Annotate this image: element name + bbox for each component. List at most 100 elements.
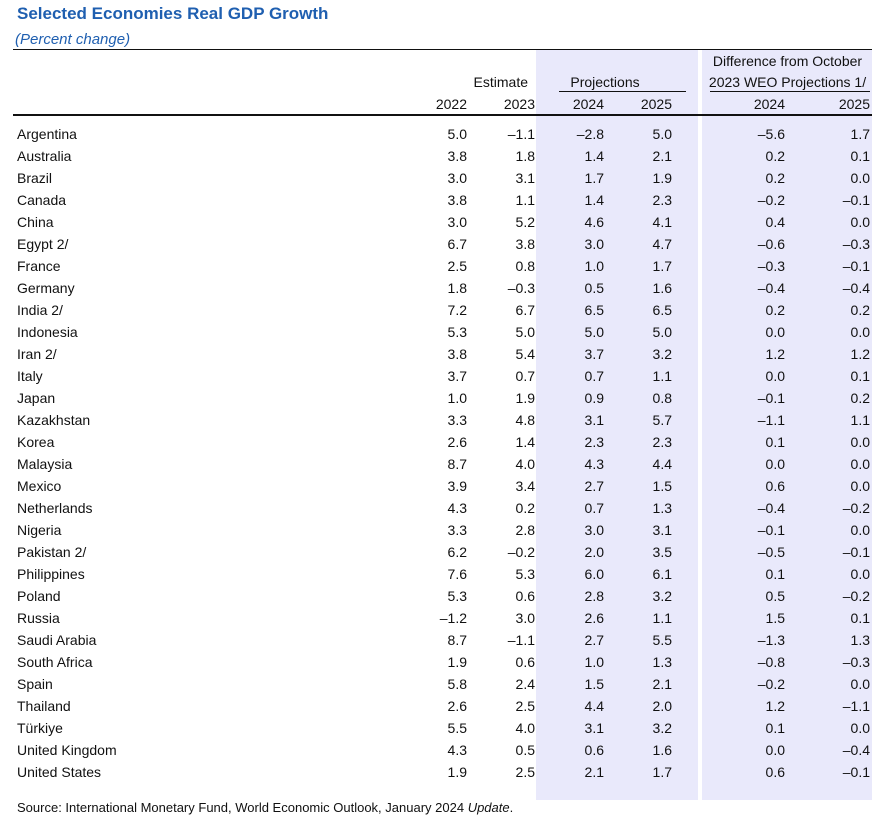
table-cell: 1.5 <box>584 676 604 692</box>
table-cell: –0.4 <box>757 280 785 296</box>
country-name: Nigeria <box>17 522 62 538</box>
table-cell: 2.6 <box>447 434 467 450</box>
table-cell: 3.9 <box>447 478 467 494</box>
table-cell: –0.6 <box>757 236 785 252</box>
table-cell: 0.0 <box>765 324 785 340</box>
country-name: Netherlands <box>17 500 93 516</box>
table-cell: 0.0 <box>765 742 785 758</box>
table-cell: 1.3 <box>652 654 672 670</box>
table-cell: 4.1 <box>652 214 672 230</box>
table-cell: 6.7 <box>515 302 535 318</box>
table-cell: 3.8 <box>515 236 535 252</box>
country-name: Iran 2/ <box>17 346 57 362</box>
country-name: Indonesia <box>17 324 78 340</box>
table-cell: 3.5 <box>652 544 672 560</box>
table-cell: 1.0 <box>584 258 604 274</box>
table-cell: 1.6 <box>652 280 672 296</box>
table-cell: 3.0 <box>515 610 535 626</box>
table-cell: –1.2 <box>439 610 467 626</box>
projections-band <box>536 50 698 800</box>
table-cell: 1.3 <box>850 632 870 648</box>
table-cell: 5.0 <box>652 126 672 142</box>
difference-underline <box>710 91 870 92</box>
table-cell: 6.7 <box>447 236 467 252</box>
diff-year-header-2024: 2024 <box>753 96 785 112</box>
country-name: Germany <box>17 280 75 296</box>
table-cell: 2.5 <box>447 258 467 274</box>
table-cell: 0.6 <box>765 764 785 780</box>
table-cell: 0.0 <box>765 456 785 472</box>
country-name: Mexico <box>17 478 62 494</box>
table-cell: 7.2 <box>447 302 467 318</box>
table-cell: 2.5 <box>515 764 535 780</box>
table-cell: 0.0 <box>850 214 870 230</box>
country-name: Canada <box>17 192 67 208</box>
table-cell: –0.4 <box>842 742 870 758</box>
year-header-2025: 2025 <box>640 96 672 112</box>
table-cell: 1.0 <box>447 390 467 406</box>
table-cell: 0.0 <box>850 522 870 538</box>
table-cell: 2.8 <box>515 522 535 538</box>
table-cell: 8.7 <box>447 456 467 472</box>
table-cell: 2.1 <box>584 764 604 780</box>
table-cell: 3.1 <box>515 170 535 186</box>
table-cell: 0.6 <box>515 654 535 670</box>
table-cell: 1.3 <box>652 500 672 516</box>
table-cell: –0.2 <box>757 192 785 208</box>
table-cell: 1.2 <box>765 698 785 714</box>
table-cell: 4.4 <box>584 698 604 714</box>
table-cell: 5.5 <box>652 632 672 648</box>
table-cell: 0.0 <box>850 456 870 472</box>
table-cell: 6.1 <box>652 566 672 582</box>
source-text: Source: International Monetary Fund, Wor… <box>17 800 465 815</box>
table-cell: 5.0 <box>584 324 604 340</box>
difference-band <box>702 50 872 800</box>
table-cell: 0.8 <box>652 390 672 406</box>
table-cell: 5.2 <box>515 214 535 230</box>
table-cell: 0.6 <box>765 478 785 494</box>
table-cell: 1.4 <box>584 148 604 164</box>
table-cell: 0.5 <box>515 742 535 758</box>
country-name: Saudi Arabia <box>17 632 97 648</box>
difference-header-line1: Difference from October <box>712 53 863 69</box>
table-cell: 0.1 <box>765 566 785 582</box>
table-cell: –0.8 <box>757 654 785 670</box>
table-cell: 0.0 <box>850 676 870 692</box>
table-cell: 1.9 <box>652 170 672 186</box>
table-cell: 0.1 <box>850 148 870 164</box>
table-cell: 4.3 <box>584 456 604 472</box>
table-cell: 1.1 <box>850 412 870 428</box>
table-cell: 0.1 <box>850 368 870 384</box>
table-cell: 4.3 <box>447 500 467 516</box>
table-cell: 1.9 <box>447 764 467 780</box>
table-cell: 0.1 <box>765 720 785 736</box>
table-cell: 0.2 <box>850 302 870 318</box>
year-header-2024: 2024 <box>572 96 604 112</box>
table-cell: –0.1 <box>757 390 785 406</box>
country-name: India 2/ <box>17 302 63 318</box>
table-cell: 6.2 <box>447 544 467 560</box>
table-cell: 1.2 <box>765 346 785 362</box>
table-cell: 7.6 <box>447 566 467 582</box>
table-cell: 0.1 <box>850 610 870 626</box>
table-cell: 0.0 <box>850 720 870 736</box>
table-cell: 2.7 <box>584 632 604 648</box>
projections-header: Projections <box>570 74 640 90</box>
table-cell: 1.4 <box>515 434 535 450</box>
table-cell: 0.6 <box>584 742 604 758</box>
country-name: Pakistan 2/ <box>17 544 87 560</box>
estimate-header: Estimate <box>473 74 528 90</box>
country-name: Argentina <box>17 126 77 142</box>
table-cell: 0.0 <box>850 324 870 340</box>
table-cell: 0.0 <box>850 566 870 582</box>
table-cell: 0.1 <box>765 434 785 450</box>
table-cell: –1.3 <box>757 632 785 648</box>
table-cell: –0.3 <box>842 236 870 252</box>
table-cell: 2.8 <box>584 588 604 604</box>
table-cell: –0.3 <box>842 654 870 670</box>
table-cell: 2.6 <box>447 698 467 714</box>
table-cell: –0.1 <box>842 192 870 208</box>
table-cell: 0.9 <box>584 390 604 406</box>
table-cell: 1.8 <box>515 148 535 164</box>
table-cell: 3.7 <box>447 368 467 384</box>
